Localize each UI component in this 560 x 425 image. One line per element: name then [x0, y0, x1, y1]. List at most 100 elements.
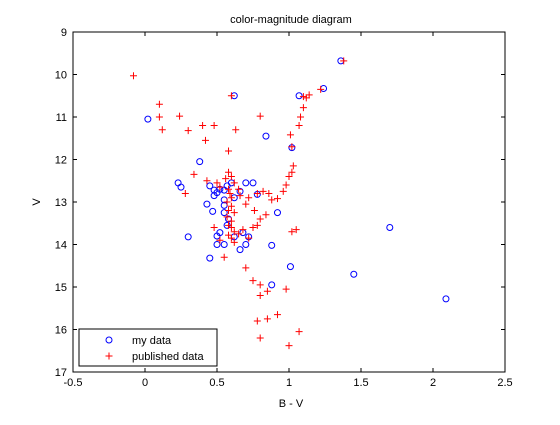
data-point-plus	[285, 173, 293, 180]
data-point-plus	[222, 175, 230, 183]
data-point-circle	[386, 224, 394, 231]
x-axis-label: B - V	[279, 398, 304, 410]
data-point-circle	[206, 254, 214, 262]
data-point-plus	[249, 224, 257, 231]
data-point-plus	[256, 112, 264, 120]
data-point-circle	[184, 233, 192, 241]
data-point-circle	[220, 241, 228, 248]
legend: my data published data	[78, 328, 218, 367]
data-point-plus	[245, 234, 253, 242]
data-point-plus	[203, 177, 211, 185]
data-point-plus	[256, 334, 264, 342]
data-point-plus	[210, 122, 218, 129]
data-point-plus	[225, 231, 233, 239]
data-point-plus	[216, 236, 224, 244]
data-point-circle	[220, 209, 228, 217]
data-point-plus	[286, 131, 294, 139]
data-point-plus	[292, 226, 300, 234]
data-point-plus	[230, 238, 238, 246]
data-point-circle	[206, 182, 214, 190]
data-point-plus	[268, 196, 276, 204]
data-point-plus	[259, 187, 267, 195]
data-point-plus	[155, 100, 163, 108]
data-point-plus	[230, 209, 238, 217]
data-point-plus	[225, 185, 233, 193]
data-point-circle	[144, 115, 152, 123]
data-point-circle	[442, 295, 450, 303]
data-point-plus	[184, 127, 192, 135]
data-point-plus	[242, 264, 250, 272]
data-point-plus	[227, 173, 235, 180]
data-point-plus	[155, 113, 163, 121]
data-point-plus	[230, 179, 238, 187]
data-point-plus	[262, 211, 270, 219]
data-point-circle	[210, 192, 218, 200]
y-tick-label: 11	[56, 112, 67, 124]
data-point-plus	[227, 224, 235, 231]
data-point-circle	[196, 158, 204, 166]
data-point-circle	[213, 232, 221, 240]
data-point-circle	[203, 200, 211, 208]
data-point-plus	[288, 228, 296, 236]
data-point-plus	[190, 170, 198, 178]
data-point-plus	[282, 285, 290, 293]
data-point-plus	[201, 136, 209, 144]
data-point-plus	[227, 92, 235, 100]
data-point-plus	[265, 190, 273, 197]
legend-marker	[105, 336, 113, 344]
data-point-plus	[288, 168, 296, 176]
legend-label: published data	[132, 351, 204, 363]
data-point-circle	[268, 241, 276, 249]
legend-box	[78, 328, 218, 367]
data-point-plus	[227, 194, 235, 202]
data-point-plus	[256, 292, 264, 299]
data-point-plus	[273, 311, 281, 319]
data-point-plus	[225, 168, 233, 176]
data-point-plus	[317, 85, 325, 93]
data-point-plus	[253, 317, 261, 325]
data-point-plus	[297, 113, 305, 121]
y-tick-label: 15	[55, 282, 67, 294]
data-point-plus	[220, 253, 228, 261]
data-point-plus	[235, 230, 243, 238]
y-tick-label: 9	[61, 27, 67, 39]
y-axis-label: V	[31, 198, 43, 206]
data-point-plus	[227, 202, 235, 210]
data-point-plus	[263, 287, 271, 295]
data-point-circle	[236, 246, 244, 254]
data-point-circle	[268, 281, 276, 289]
data-point-plus	[305, 91, 313, 99]
plot-area: -0.5 0 0.5 1 1.5 2 2.5 9 10 11 12 13 14 15 16 17	[55, 27, 513, 389]
y-tick-label: 10	[55, 70, 67, 82]
data-point-plus	[227, 234, 235, 242]
data-point-circle	[350, 270, 358, 278]
data-point-circle	[177, 183, 185, 191]
data-point-plus	[249, 277, 257, 285]
data-point-circle	[209, 207, 217, 215]
data-point-plus	[216, 183, 224, 191]
data-point-plus	[176, 112, 184, 120]
data-point-circle	[262, 132, 270, 140]
legend-marker	[105, 352, 113, 360]
legend-label: my data	[132, 335, 172, 347]
y-tick-label: 14	[55, 240, 67, 252]
data-point-plus	[199, 122, 207, 129]
y-tick-label: 16	[55, 325, 67, 337]
data-point-plus	[226, 190, 234, 197]
data-point-plus	[232, 126, 240, 134]
data-point-plus	[210, 224, 218, 231]
data-point-plus	[302, 94, 310, 102]
data-point-plus	[279, 187, 287, 195]
x-tick-label: 2.5	[497, 377, 512, 389]
series-published-data	[129, 57, 348, 350]
data-point-circle	[242, 179, 250, 187]
data-point-plus	[256, 281, 264, 289]
data-point-plus	[295, 122, 303, 129]
data-point-plus	[288, 143, 296, 151]
data-point-circle	[273, 209, 281, 217]
data-point-plus	[263, 315, 271, 323]
data-point-plus	[236, 192, 244, 200]
data-point-plus	[245, 194, 253, 202]
x-tick-label: 0.5	[209, 377, 224, 389]
